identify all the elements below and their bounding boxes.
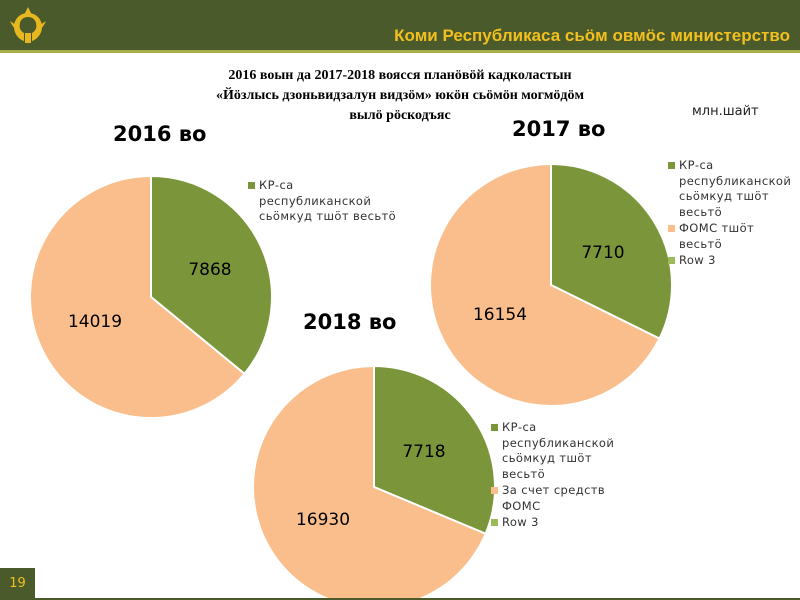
unit-label: млн.шайт [692,104,759,119]
legend-2017-item-0: КР-са республиканской сьӧмкуд тшӧт весьт… [668,158,792,220]
pie-1-slice-1 [429,162,661,407]
chart-2016-title: 2016 во [113,122,207,146]
pie-0-slice-0 [150,174,273,376]
legend-2017-label-0: КР-са республиканской сьӧмкуд тшӧт весьт… [679,158,792,219]
legend-swatch [491,424,498,431]
header-bar: Коми Республикаса сьӧм овмӧс министерств… [0,0,800,50]
slide-title: 2016 воын да 2017-2018 воясся планӧвӧй к… [150,66,650,126]
pie-2-slice-0 [373,364,496,536]
legend-2018-item-2: Row 3 [491,515,611,531]
slide-title-line-1: 2016 воын да 2017-2018 воясся планӧвӧй к… [228,68,572,83]
pie-0-slice-1 [28,174,246,419]
pie-0-value-label-1: 14019 [68,312,122,332]
legend-swatch [668,225,675,232]
legend-2016: КР-са республиканской сьӧмкуд тшӧт весьт… [248,178,398,226]
legend-2018-label-0: КР-са республиканской сьӧмкуд тшӧт весьт… [502,420,615,481]
slide-title-line-3: вылӧ рӧскодъяс [349,108,451,123]
pie-0-value-label-0: 7868 [188,260,231,280]
legend-2018-item-1: За счет средств ФОМС [491,483,611,514]
pie-1-value-label-1: 16154 [473,305,527,325]
legend-swatch [491,487,498,494]
pie-1-slice-0 [550,162,673,340]
legend-swatch [248,182,255,189]
legend-swatch [668,257,675,264]
chart-2018-title: 2018 во [303,310,397,334]
legend-2016-label-0: КР-са республиканской сьӧмкуд тшӧт весьт… [259,178,397,223]
legend-2018: КР-са республиканской сьӧмкуд тшӧт весьт… [491,420,615,532]
footer-divider [35,598,800,600]
pie-2-value-label-1: 16930 [296,510,350,530]
slide-title-line-2: «Йӧзлысь дзоньвидзалун видзӧм» юкӧн сьӧм… [215,88,584,103]
legend-swatch [491,519,498,526]
legend-2017-item-1: ФОМС тшӧт весьтӧ [668,221,788,252]
pie-2-slice-1 [252,364,487,600]
header-divider [0,50,800,53]
komi-emblem-icon [10,7,46,43]
legend-2017-label-2: Row 3 [679,253,716,267]
legend-2018-label-1: За счет средств ФОМС [502,483,606,513]
pie-2-value-label-0: 7718 [402,442,445,462]
legend-2016-item-0: КР-са республиканской сьӧмкуд тшӧт весьт… [248,178,398,225]
pie-1-value-label-0: 7710 [581,243,624,263]
legend-2017: КР-са республиканской сьӧмкуд тшӧт весьт… [668,158,792,270]
legend-swatch [668,162,675,169]
legend-2018-label-2: Row 3 [502,515,539,529]
page-number: 19 [0,568,35,600]
legend-2018-item-0: КР-са республиканской сьӧмкуд тшӧт весьт… [491,420,615,482]
legend-2017-label-1: ФОМС тшӧт весьтӧ [679,221,755,251]
chart-2017-title: 2017 во [512,117,606,141]
ministry-title: Коми Республикаса сьӧм овмӧс министерств… [394,26,790,45]
legend-2017-item-2: Row 3 [668,253,788,269]
